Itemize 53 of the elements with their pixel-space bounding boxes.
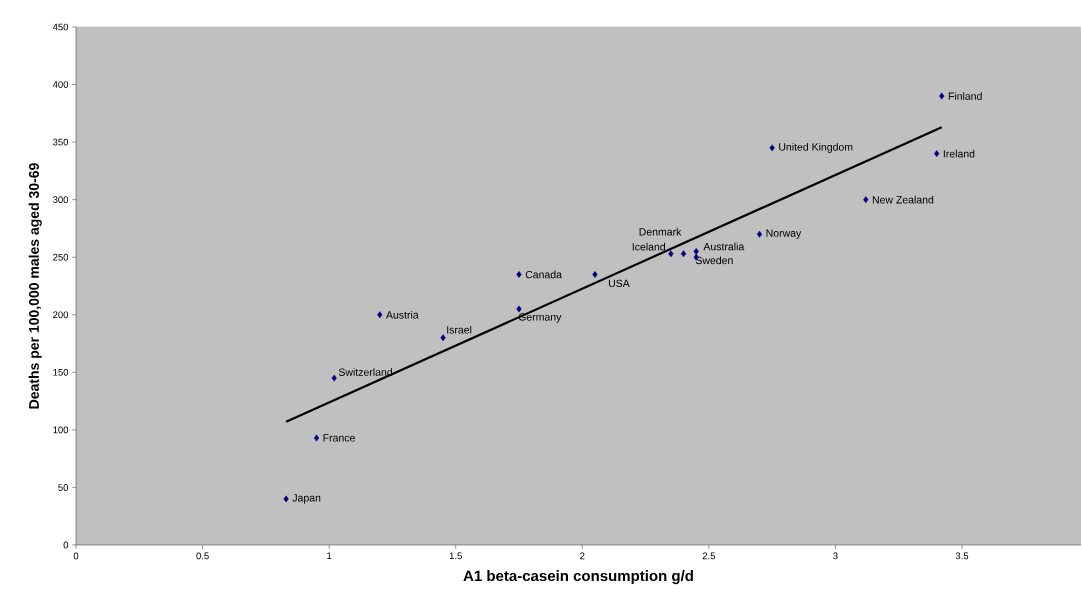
annotation: Israel <box>447 325 472 334</box>
point <box>680 250 687 258</box>
x-tick-label: 2 <box>580 552 585 560</box>
y-tick-label: 200 <box>53 311 69 319</box>
y-tick-label: 0 <box>63 541 69 549</box>
annotation: USA <box>608 279 630 288</box>
x-tick-label: 1.5 <box>449 552 462 560</box>
y-tick-label: 450 <box>52 23 69 31</box>
point <box>313 434 320 442</box>
annotation: Iceland <box>632 242 666 251</box>
annotation: Ireland <box>943 149 975 158</box>
annotation: Norway <box>766 229 802 239</box>
x-tick-label: 2.5 <box>702 552 716 560</box>
point <box>668 250 674 258</box>
point <box>331 374 337 382</box>
point <box>934 150 940 158</box>
x-axis-title: A1 beta-casein consumption g/d <box>463 570 693 585</box>
annotation: France <box>323 434 355 442</box>
x-tick-label: 0 <box>73 552 79 560</box>
annotation: Austria <box>385 310 419 319</box>
y-tick-label: 350 <box>52 138 69 146</box>
point <box>592 271 598 278</box>
point <box>756 230 763 238</box>
annotation: Germany <box>518 313 562 323</box>
point <box>377 311 383 319</box>
y-axis-title: Deaths per 100,000 males aged 30-69 <box>28 163 42 409</box>
point <box>863 196 869 204</box>
annotation: New Zealand <box>872 195 934 204</box>
y-tick-label: 50 <box>58 484 69 491</box>
point <box>516 305 522 313</box>
point <box>516 271 522 278</box>
x-tick-label: 1 <box>327 552 332 560</box>
x-tick-label: 3 <box>833 552 838 560</box>
y-tick-label: 100 <box>53 426 69 434</box>
x-tick-label: 0.5 <box>196 552 209 560</box>
annotation: United Kingdom <box>779 142 853 153</box>
annotation: Switzerland <box>338 368 392 376</box>
point <box>283 495 289 503</box>
point <box>440 334 446 342</box>
annotation: Canada <box>525 270 562 279</box>
y-tick-label: 300 <box>52 196 69 204</box>
y-tick-label: 400 <box>52 81 69 88</box>
annotation: Finland <box>948 92 982 100</box>
point <box>939 92 945 100</box>
point <box>769 144 775 152</box>
x-tick-label: 3.5 <box>955 552 969 560</box>
annotation: Denmark <box>639 227 682 236</box>
annotation: Japan <box>292 494 321 504</box>
y-tick-label: 250 <box>53 253 69 261</box>
point <box>693 248 699 255</box>
y-tick-label: 150 <box>53 368 69 376</box>
annotation: Sweden <box>695 256 733 265</box>
annotation: Australia <box>703 242 745 251</box>
